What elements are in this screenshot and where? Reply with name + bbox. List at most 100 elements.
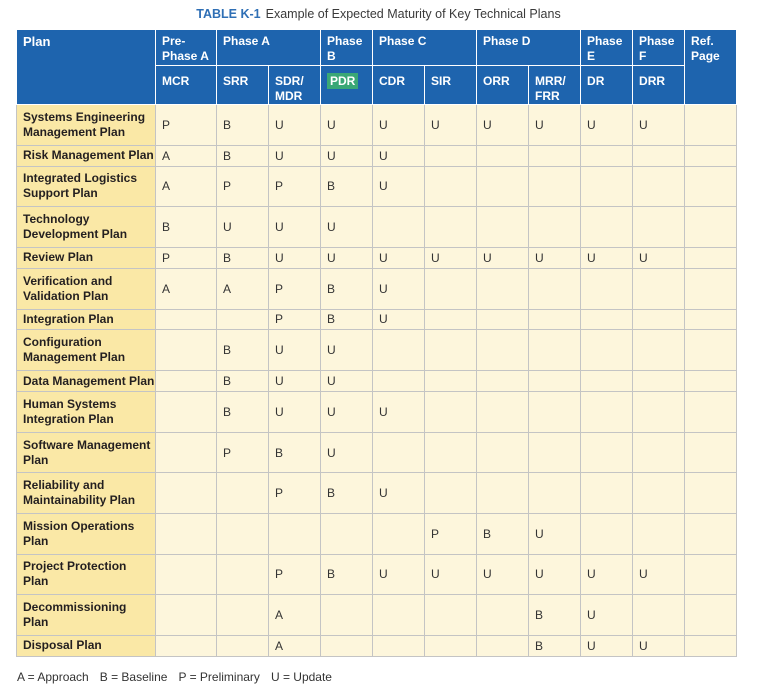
maturity-cell: U [267, 391, 322, 433]
maturity-cell [632, 329, 686, 372]
maturity-cell [580, 329, 634, 372]
maturity-cell [424, 472, 478, 514]
maturity-cell: P [267, 472, 322, 514]
maturity-cell: A [267, 594, 322, 636]
legend-item: P = Preliminary [178, 670, 260, 684]
maturity-cell: A [216, 267, 269, 310]
maturity-cell [476, 391, 530, 433]
maturity-cell: U [267, 370, 322, 393]
ref-page-cell [684, 472, 738, 514]
maturity-cell [216, 634, 269, 658]
review-header: CDR [372, 65, 426, 105]
maturity-cell [155, 308, 217, 331]
maturity-cell [528, 472, 582, 514]
maturity-cell: U [528, 513, 582, 555]
table-title: Example of Expected Maturity of Key Tech… [265, 7, 561, 21]
maturity-cell: B [155, 206, 217, 248]
table-row: Systems Engineering Management Plan P B U U U… [16, 104, 738, 146]
phase-header: Phase B [320, 29, 374, 66]
maturity-cell: P [155, 246, 217, 269]
review-header: SDR/ MDR [267, 65, 322, 105]
maturity-cell: U [372, 472, 426, 514]
maturity-cell [528, 144, 582, 167]
maturity-cell: P [267, 165, 322, 208]
maturity-cell [320, 634, 374, 658]
maturity-cell [528, 391, 582, 433]
ref-page-header: Ref. Page [684, 29, 738, 105]
table-row: Technology Development Plan B U U U [16, 206, 738, 248]
maturity-cell [632, 267, 686, 310]
maturity-cell [476, 370, 530, 393]
maturity-cell: B [216, 144, 269, 167]
maturity-cell: U [320, 431, 374, 474]
maturity-cell: B [320, 553, 374, 596]
ref-page-cell [684, 267, 738, 310]
maturity-cell [216, 513, 269, 555]
maturity-cell: U [424, 553, 478, 596]
maturity-cell: P [216, 431, 269, 474]
maturity-cell [372, 594, 426, 636]
maturity-cell: B [320, 267, 374, 310]
maturity-cell: U [424, 246, 478, 269]
maturity-cell [372, 513, 426, 555]
table-row: Mission Operations Plan P B U [16, 513, 738, 555]
maturity-cell: U [476, 553, 530, 596]
maturity-cell: U [267, 329, 322, 372]
maturity-cell [476, 206, 530, 248]
maturity-cell [476, 267, 530, 310]
maturity-cell [155, 370, 217, 393]
maturity-cell [476, 594, 530, 636]
maturity-cell [528, 431, 582, 474]
review-header: SIR [424, 65, 478, 105]
table-row: Software Management Plan P B U [16, 431, 738, 474]
maturity-cell [580, 267, 634, 310]
maturity-cell: B [216, 246, 269, 269]
maturity-cell: P [155, 104, 217, 146]
maturity-cell [476, 634, 530, 658]
plan-name-cell: Decommissioning Plan [16, 594, 156, 636]
table-number: TABLE K-1 [196, 7, 261, 21]
maturity-cell [528, 165, 582, 208]
maturity-cell [632, 391, 686, 433]
maturity-cell [424, 594, 478, 636]
plan-name-cell: Configuration Management Plan [16, 329, 156, 372]
maturity-cell [372, 206, 426, 248]
plan-name-cell: Disposal Plan [16, 634, 156, 658]
maturity-cell [580, 308, 634, 331]
review-header: MRR/ FRR [528, 65, 582, 105]
maturity-cell: U [476, 246, 530, 269]
ref-page-cell [684, 594, 738, 636]
ref-page-cell [684, 391, 738, 433]
ref-page-cell [684, 308, 738, 331]
table-row: Review Plan P B U U U U U U U U [16, 246, 738, 269]
maturity-cell [216, 308, 269, 331]
maturity-cell: U [580, 104, 634, 146]
plan-name-cell: Data Management Plan [16, 370, 156, 393]
maturity-cell: U [372, 391, 426, 433]
maturity-cell [424, 165, 478, 208]
maturity-cell [528, 267, 582, 310]
ref-page-cell [684, 144, 738, 167]
ref-page-cell [684, 206, 738, 248]
plan-name-cell: Systems Engineering Management Plan [16, 104, 156, 146]
maturity-cell: U [267, 246, 322, 269]
maturity-cell [632, 308, 686, 331]
maturity-cell: U [528, 553, 582, 596]
maturity-cell [476, 308, 530, 331]
maturity-cell [580, 472, 634, 514]
plan-name-cell: Mission Operations Plan [16, 513, 156, 555]
plan-name-cell: Integration Plan [16, 308, 156, 331]
maturity-cell: U [320, 144, 374, 167]
ref-page-cell [684, 553, 738, 596]
review-header: DRR [632, 65, 686, 105]
maturity-cell: U [320, 370, 374, 393]
review-header: DR [580, 65, 634, 105]
maturity-cell: A [155, 144, 217, 167]
maturity-cell [155, 553, 217, 596]
maturity-cell: U [372, 246, 426, 269]
maturity-cell: B [320, 308, 374, 331]
maturity-cell: B [320, 472, 374, 514]
maturity-cell: U [580, 246, 634, 269]
phase-header: Phase F [632, 29, 686, 66]
ref-page-cell [684, 165, 738, 208]
